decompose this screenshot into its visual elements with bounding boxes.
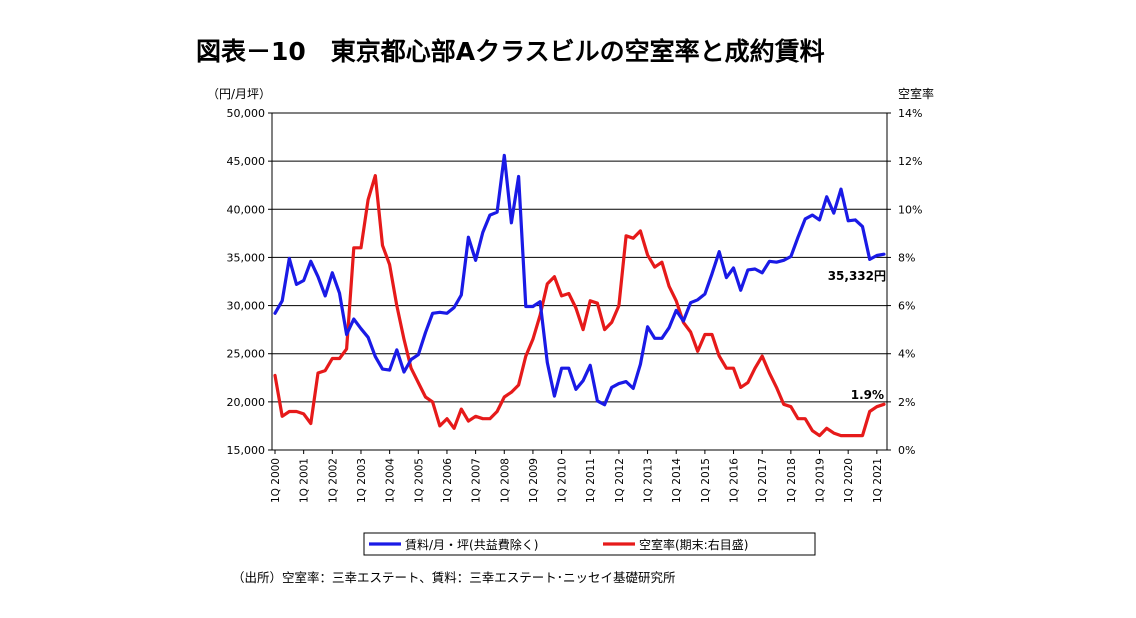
x-tick-label: 1Q 2019	[815, 458, 827, 503]
legend-box	[363, 532, 816, 556]
x-tick-label: 1Q 2005	[413, 458, 425, 503]
x-tick-label: 1Q 2006	[442, 458, 454, 503]
y-left-tick-label: 50,000	[227, 107, 266, 120]
x-tick-label: 1Q 2001	[299, 458, 311, 503]
x-tick-label: 1Q 2000	[270, 458, 282, 503]
x-ticks: 1Q 2000 1Q 2001 1Q 2002 1Q 2003 1Q 2004 1Q 20…	[270, 450, 884, 503]
rent-series-line	[273, 153, 886, 407]
x-tick-label: 1Q 2021	[872, 458, 884, 503]
x-tick-label: 1Q 2003	[356, 458, 368, 503]
y-left-tick-label: 35,000	[227, 251, 266, 264]
x-tick-label: 1Q 2002	[327, 458, 339, 503]
y-right-ticks: 14% 12% 10% 8% 6% 4% 2% 0%	[887, 107, 922, 457]
y-right-tick-label: 12%	[898, 155, 922, 168]
x-tick-label: 1Q 2017	[757, 458, 769, 503]
y-left-tick-label: 45,000	[227, 155, 266, 168]
x-tick-label: 1Q 2015	[700, 458, 712, 503]
x-tick-label: 1Q 2014	[671, 458, 683, 503]
x-tick-label: 1Q 2008	[499, 458, 511, 503]
x-tick-label: 1Q 2011	[585, 458, 597, 503]
x-tick-label: 1Q 2013	[643, 458, 655, 503]
legend-label-rent: 賃料/月・坪(共益費除く)	[405, 537, 538, 552]
legend-label-vacancy: 空室率(期末:右目盛)	[639, 537, 748, 552]
x-tick-label: 1Q 2004	[385, 458, 397, 503]
y-right-unit: 空室率	[898, 86, 934, 101]
y-left-tick-label: 30,000	[227, 300, 266, 313]
y-left-tick-label: 40,000	[227, 203, 266, 216]
vacancy-series-line	[273, 174, 886, 438]
y-right-tick-label: 4%	[898, 348, 915, 361]
x-tick-label: 1Q 2020	[843, 458, 855, 503]
y-right-tick-label: 6%	[898, 300, 915, 313]
y-left-tick-label: 15,000	[227, 444, 266, 457]
y-right-tick-label: 2%	[898, 396, 915, 409]
source-note: （出所）空室率：三幸エステート、賃料：三幸エステート･ニッセイ基礎研究所	[232, 570, 676, 585]
grid	[272, 160, 887, 403]
y-left-tick-label: 20,000	[227, 396, 266, 409]
x-tick-label: 1Q 2009	[528, 458, 540, 503]
legend: 賃料/月・坪(共益費除く) 空室率(期末:右目盛)	[363, 532, 816, 556]
x-tick-label: 1Q 2018	[786, 458, 798, 503]
x-tick-label: 1Q 2016	[729, 458, 741, 503]
y-left-tick-label: 25,000	[227, 348, 266, 361]
chart-title: 図表－10 東京都心部Aクラスビルの空室率と成約賃料	[196, 37, 825, 66]
y-right-tick-label: 14%	[898, 107, 922, 120]
y-left-ticks: 50,000 45,000 40,000 35,000 30,000 25,000 20,0…	[227, 107, 272, 457]
y-right-tick-label: 8%	[898, 251, 915, 264]
x-tick-label: 1Q 2007	[471, 458, 483, 503]
rent-last-label: 35,332円	[828, 269, 886, 283]
plot-area	[271, 112, 888, 451]
y-left-unit: （円/月坪）	[207, 87, 271, 101]
y-right-tick-label: 0%	[898, 444, 915, 457]
x-tick-label: 1Q 2012	[614, 458, 626, 503]
y-right-tick-label: 10%	[898, 203, 922, 216]
x-tick-label: 1Q 2010	[557, 458, 569, 503]
vacancy-last-label: 1.9%	[851, 388, 884, 402]
